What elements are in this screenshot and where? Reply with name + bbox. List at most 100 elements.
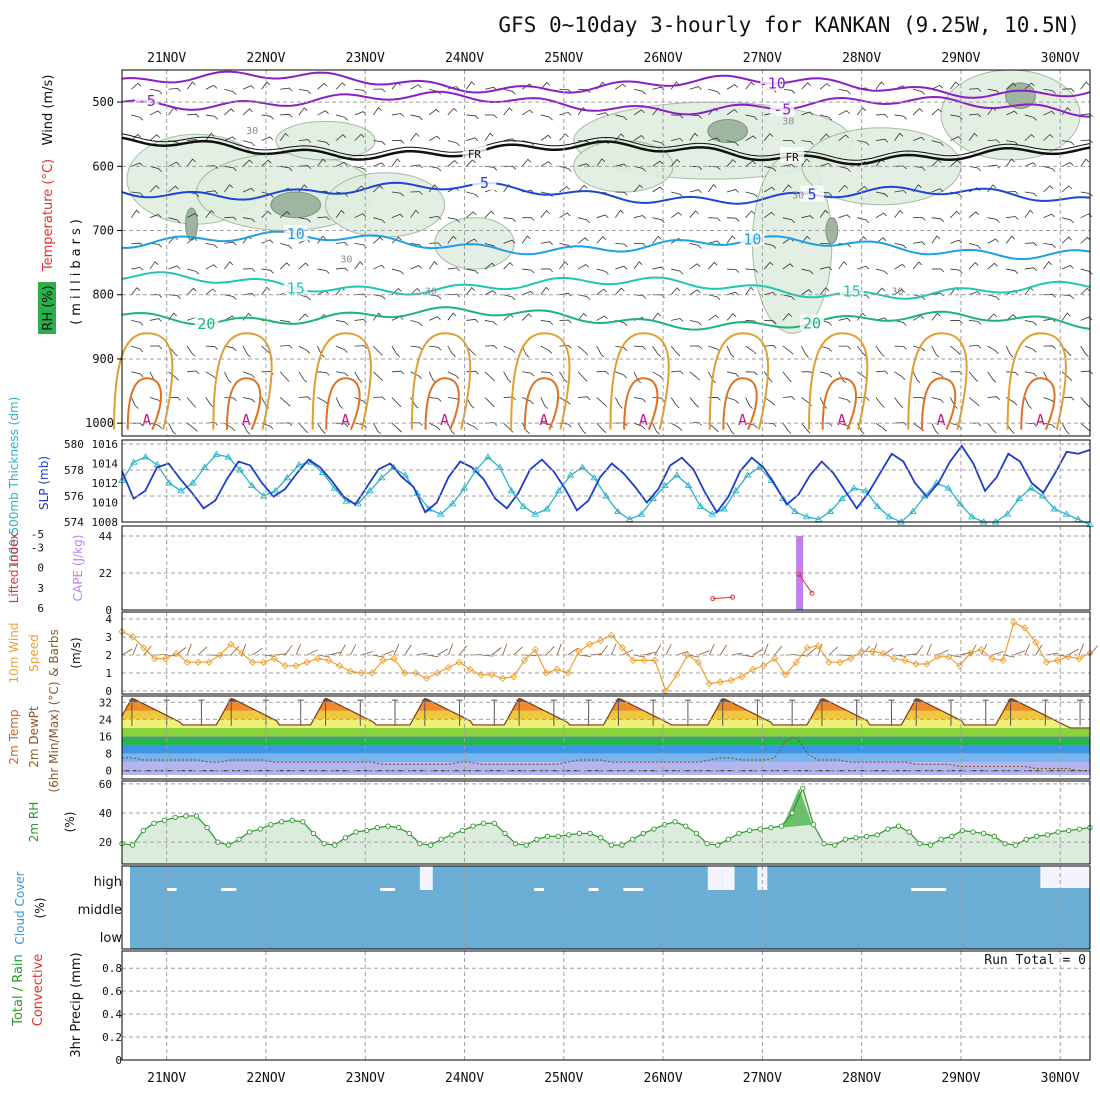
wind-barb [559,397,571,405]
rh-marker [449,832,455,838]
thickness-marker [165,479,174,486]
rh-marker [757,826,763,832]
wind-barb [708,261,718,270]
wind-barb [429,397,442,402]
wind-barb [1061,185,1072,193]
wind-speed-marker [749,665,757,674]
wind-barb-10m [328,651,341,656]
wind-barb [763,133,774,141]
wind-barb-10m [1035,644,1043,656]
rh-marker [1034,833,1040,839]
slp-tick-label: 1010 [92,497,119,510]
wind-barb [857,185,868,193]
cloud-gap [1040,866,1090,888]
wind-barb [931,140,944,147]
cloud-thin-gap [166,888,177,891]
warm-contour [821,377,857,430]
thickness-marker [826,507,835,515]
wind-barb [224,371,232,384]
wind-barb [1080,397,1090,408]
wind-barb [912,108,923,116]
thickness-marker [850,484,858,491]
wind-barb [652,217,665,223]
wind-speed-marker [466,665,474,674]
wind-barb [968,397,980,407]
rh-marker [183,813,189,819]
wind-barb-10m [121,648,133,656]
thickness-marker [637,510,646,517]
wind-barb [187,113,200,118]
wind-barb [670,81,680,90]
wind-speed-marker [825,658,833,666]
wind-barb-10m [654,644,662,656]
wind-speed-marker [814,642,822,650]
thickness-tick-label: 576 [64,490,84,503]
wind-ylabel-c: & Barbs [47,629,61,677]
rh-marker [268,822,274,828]
wind-barb [168,396,181,401]
wind-barb [968,242,981,249]
warm-contour [623,377,659,430]
isotherm-label-bg [740,230,765,247]
wind-barb [763,371,773,383]
wind-barb [1024,242,1038,247]
temp-band [122,698,1090,703]
wind-barb [280,344,293,349]
wind-barb [931,422,939,435]
wind-barb [614,209,624,218]
isotherm-label-bg [194,314,219,331]
thickness-marker [720,505,728,512]
wind-barb [1005,158,1015,167]
wind-barb [186,81,196,90]
isotherm-label-bg [462,144,487,161]
wind-barb [875,370,889,375]
date-label-top: 26NOV [644,51,683,66]
wind-barb [577,345,589,356]
wind-barb [1024,371,1037,377]
wind-barb [987,371,996,383]
wind-barb [875,212,887,219]
wind-barb [242,268,256,272]
rh-shading-dark [707,118,748,144]
wind-tick-label: 2 [105,649,112,662]
wind-barb [298,262,309,270]
wind-barb [168,217,181,224]
wind-speed-marker [281,662,289,670]
wind-barb [130,397,139,409]
wind-barb-10m [1068,648,1079,656]
rh-marker [193,813,200,819]
wind-barb [503,217,516,222]
isotherm-line [122,230,1091,261]
wind-barb [708,88,721,95]
wind-barb [894,345,907,350]
isotherm-label: 20 [803,314,821,332]
isotherm-label-bg [800,185,825,202]
wind-barb [596,268,609,275]
rh-tick-label: 40 [99,807,112,820]
wind-barb [149,134,160,141]
wind-barb [149,261,159,270]
instability-ylabel-li: Lifted Index [7,533,21,604]
wind-barb [447,312,457,321]
wind-barb [1061,217,1075,224]
wind-barb [1080,213,1093,219]
wind-barb [559,212,571,219]
wind-barb [931,108,942,116]
wind-barb [224,294,237,300]
wind-barb [503,88,516,95]
wind-barb [1080,316,1093,321]
wind-barb [186,345,196,357]
wind-barb [242,371,255,379]
wind-barb [968,320,982,325]
pressure-panel: 574 576 578 580 1008 1010 1012 1014 1016 1000-500… [7,397,1094,569]
wind-barb [484,165,498,171]
wind-barb [745,160,757,167]
wind-barb [317,110,329,116]
wind-ylabel-d: (m/s) [69,637,83,668]
wind-barb [279,211,291,218]
panel-wind10m-grid [122,612,1090,694]
wind-speed-marker [575,647,583,656]
wind-barb [354,213,367,219]
wind-barb [745,114,758,121]
